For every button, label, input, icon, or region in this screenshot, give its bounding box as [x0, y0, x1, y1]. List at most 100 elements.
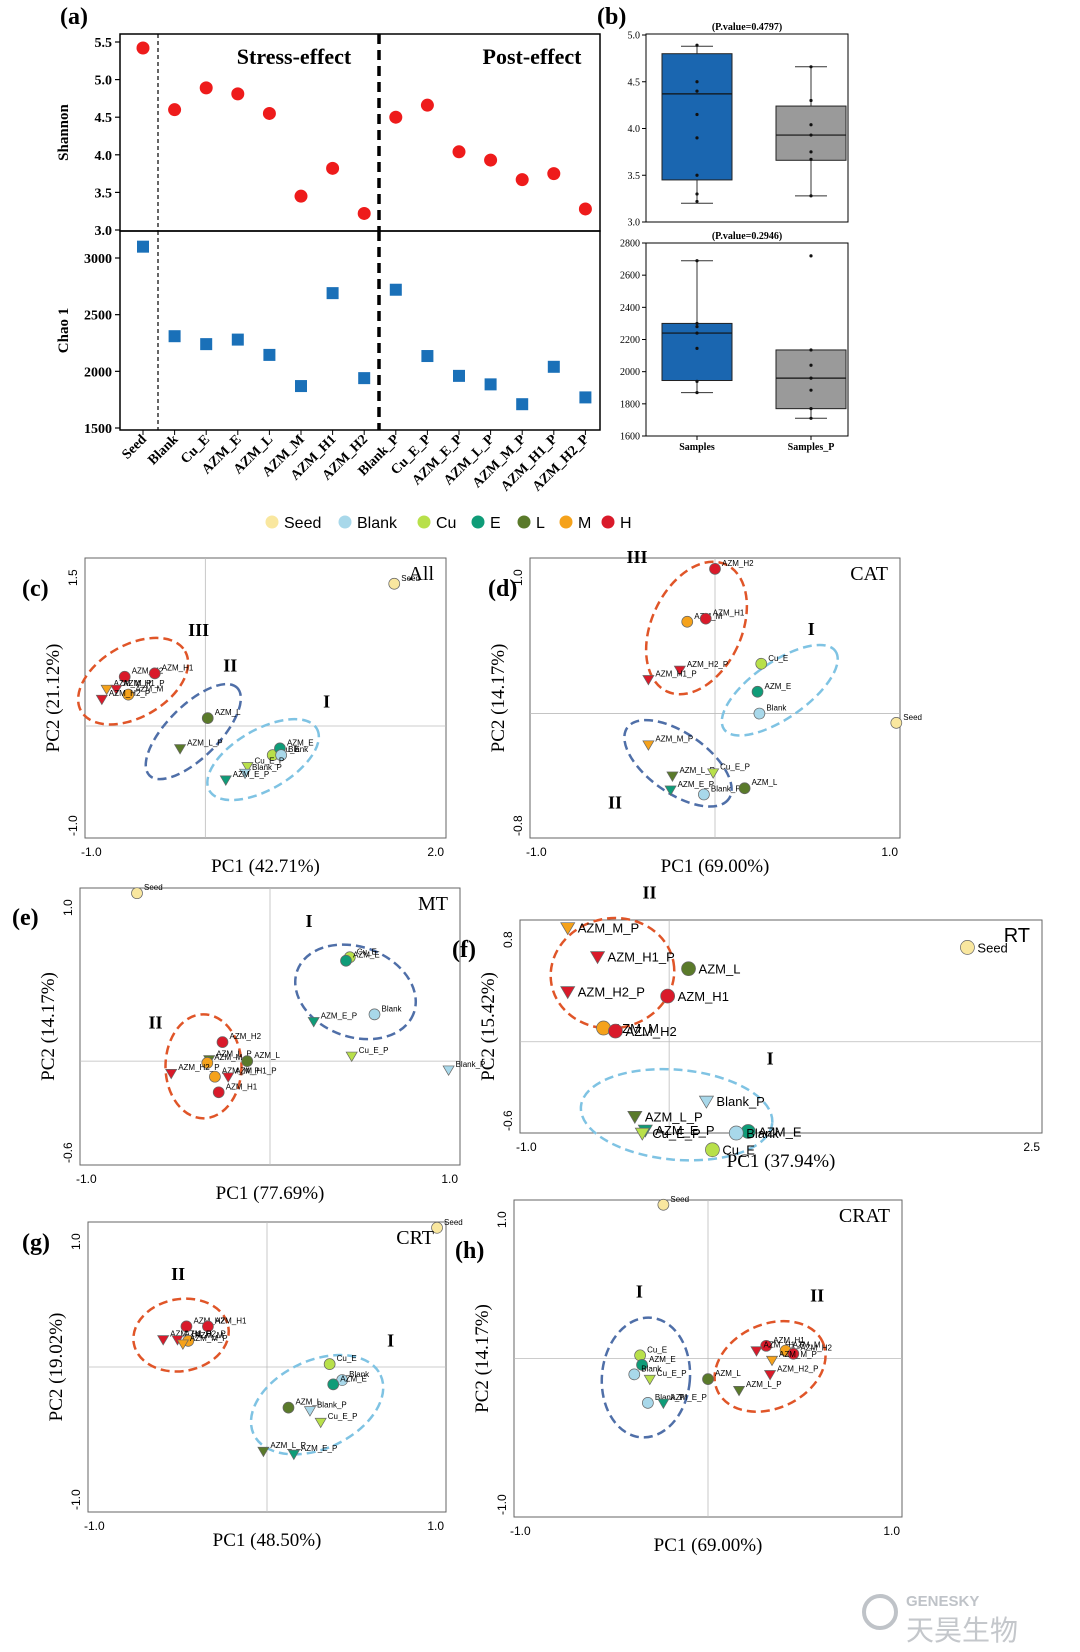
x-axis-label: PC1 (69.00%): [661, 856, 770, 877]
data-point-azm-m: [295, 380, 307, 393]
point-azm-l: [702, 1373, 714, 1385]
x-tick-label: Blank: [145, 432, 181, 468]
point-label: AZM_H2_P: [777, 1364, 818, 1373]
point-label: AZM_M: [614, 1021, 660, 1036]
point-label: Blank: [349, 1370, 370, 1379]
point-azm-l-p: [257, 1446, 270, 1458]
point-label: AZM_M_P: [779, 1350, 817, 1359]
x-tick-label: -1.0: [76, 1172, 97, 1186]
point-blank-p: [303, 1406, 317, 1417]
group-label: II: [608, 792, 622, 812]
point-label: AZM_L_P: [679, 766, 715, 775]
point-label: AZM_H1: [162, 663, 194, 672]
point-label: AZM_M: [793, 1341, 821, 1350]
y-tick-label: 1.0: [61, 899, 75, 916]
y-tick-label: 4.0: [95, 149, 113, 164]
point-label: AZM_H2: [132, 667, 164, 676]
legend-swatch-e: [471, 515, 485, 529]
box-point: [809, 348, 813, 352]
panel-c: (c)IIIIIISeedAZM_H2AZM_H1AZM_M_PAZM_H1_P…: [22, 557, 447, 877]
panel-d: (d)IIIIIIAZM_H2AZM_MAZM_H1AZM_H2_PAZM_H1…: [488, 547, 922, 877]
x-axis-label: PC1 (69.00%): [654, 1535, 763, 1556]
data-point-azm-m-p: [516, 398, 529, 411]
y-tick-label: 3.0: [628, 218, 641, 229]
data-point-seed: [136, 41, 150, 55]
y-tick-label: 3000: [84, 252, 112, 267]
y-tick-label: 1500: [84, 422, 112, 437]
group-label: I: [808, 619, 815, 639]
group-ellipse-i: [206, 717, 321, 802]
point-azm-m: [201, 1057, 214, 1069]
point-label: AZM_M_P: [114, 679, 152, 688]
point-seed: [131, 887, 143, 900]
point-blank: [275, 749, 287, 761]
y-tick-label: 2000: [620, 367, 640, 378]
y-axis-label: Chao 1: [56, 308, 72, 353]
point-label: AZM_M_P: [655, 735, 693, 744]
data-point-cu-e: [200, 338, 213, 351]
point-cu-e-p: [634, 1127, 650, 1141]
x-tick-label: -1.0: [510, 1524, 531, 1538]
point-label: AZM_E: [340, 1374, 367, 1383]
y-tick-label: -1.0: [69, 1489, 83, 1510]
point-azm-l-p: [666, 771, 679, 782]
point-label: AZM_E: [287, 738, 314, 747]
plot-frame: [84, 557, 447, 839]
x-tick-label: 1.0: [883, 1524, 900, 1538]
legend-label: L: [536, 515, 545, 532]
point-label: AZM_L: [752, 778, 778, 787]
point-azm-m: [681, 615, 694, 628]
point-azm-m-p: [560, 922, 576, 936]
group-label: II: [223, 656, 237, 676]
group-label: II: [149, 1012, 163, 1032]
box-point: [809, 98, 813, 103]
panel-h: (h)I IISeedCu_EAZM_EBlankCu_E_PBlank_PAZM…: [455, 1195, 903, 1556]
point-label: AZM_H1: [773, 1336, 805, 1345]
y-tick-label: 1.5: [66, 569, 80, 586]
point-label: AZM_L: [215, 708, 241, 717]
point-label: AZM_M: [135, 685, 163, 694]
group-ellipse-ii: [164, 1013, 243, 1120]
plot-frame: [519, 919, 1043, 1134]
data-point-azm-h2: [358, 372, 371, 385]
group-ellipse-ii: [713, 1319, 827, 1413]
y-tick-label: 5.0: [95, 74, 113, 89]
point-azm-l-p: [732, 1385, 746, 1397]
point-azm-l: [282, 1401, 295, 1414]
y-tick-label: -0.6: [501, 1110, 515, 1131]
x-tick-label: 1.0: [427, 1519, 444, 1533]
box-point: [809, 123, 813, 127]
y-axis-label: PC2 (19.02%): [46, 1313, 67, 1422]
data-point-cu-e: [199, 81, 213, 95]
y-tick-label: 1.0: [495, 1211, 509, 1228]
legend-label: M: [578, 515, 591, 532]
point-azm-h2: [787, 1347, 800, 1360]
data-point-azm-h1-p: [547, 360, 560, 373]
point-label: AZM_H2: [230, 1032, 262, 1041]
point-label: AZM_H2_P: [578, 985, 645, 1000]
data-point-azm-m-p: [515, 173, 529, 187]
y-tick-label: 3.5: [95, 186, 113, 201]
point-azm-m-p: [100, 684, 113, 696]
point-azm-l: [241, 1055, 254, 1067]
point-azm-l-p: [173, 744, 187, 755]
y-tick-label: 0.8: [501, 931, 515, 948]
point-label: AZM_E_P: [301, 1444, 337, 1453]
panel-g: (g)IIISeedAZM_H2AZM_H1AZM_H1_PAZM_H2_PAZ…: [22, 1218, 463, 1551]
data-point-azm-l: [262, 106, 276, 120]
data-point-seed: [137, 240, 149, 253]
panel-label: (b): [597, 4, 626, 30]
point-azm-h1-p: [750, 1346, 763, 1357]
point-label: AZM_H2_P: [687, 660, 728, 669]
y-tick-label: 4.5: [628, 77, 641, 88]
point-azm-e: [751, 685, 764, 698]
point-label: AZM_L: [715, 1369, 741, 1378]
point-label: Blank: [746, 1126, 779, 1141]
box-point: [695, 331, 699, 335]
point-label: AZM_E: [765, 682, 792, 691]
data-point-cu-e-p: [421, 350, 434, 363]
point-label: Seed: [144, 883, 163, 892]
data-point-azm-l-p: [484, 153, 498, 167]
point-label: AZM_M_P: [190, 1334, 228, 1343]
